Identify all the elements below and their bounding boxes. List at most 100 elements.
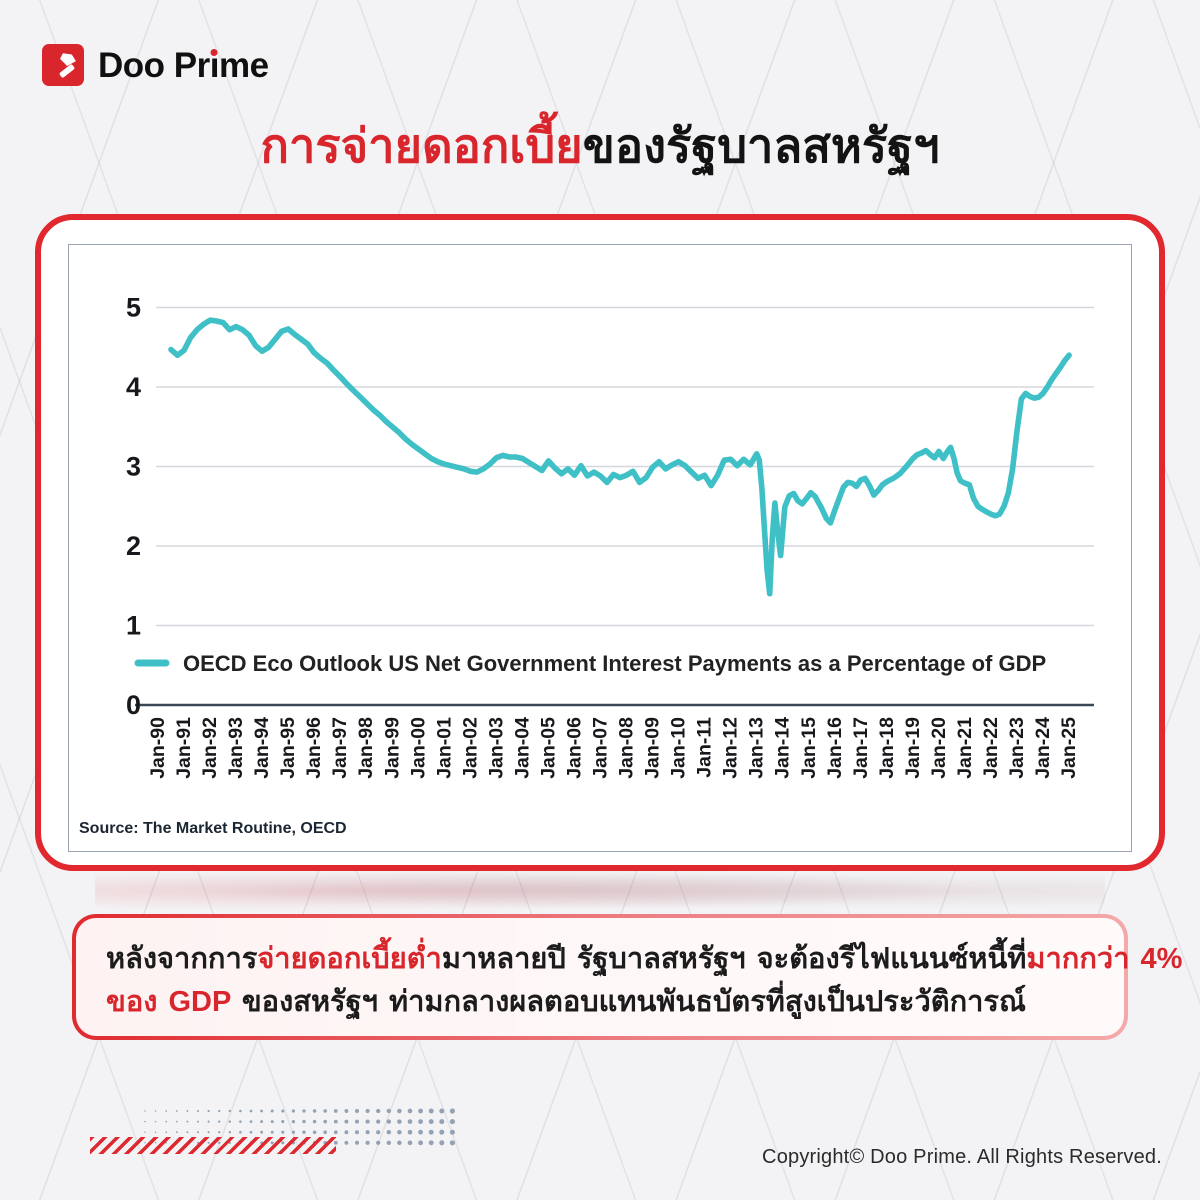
deco-dot [344,1140,349,1145]
x-tick-label: Jan-94 [251,717,273,779]
x-tick-label: Jan-93 [225,717,247,779]
deco-dot [376,1108,381,1114]
y-tick-label-4: 4 [126,372,141,402]
deco-dot [302,1119,306,1124]
x-tick-label: Jan-09 [642,717,664,779]
deco-dot [291,1109,296,1113]
deco-dot [165,1110,168,1112]
deco-dot [376,1119,381,1124]
deco-dot [376,1130,381,1135]
deco-dot [260,1130,264,1134]
x-tick-label: Jan-14 [772,717,794,779]
deco-dot [428,1108,434,1114]
deco-dot [175,1131,178,1134]
x-tick-label: Jan-23 [1006,717,1028,779]
x-tick-label: Jan-22 [980,717,1002,779]
chart-card: 0 1 2 3 4 5 Jan-90 Jan-91 Jan-92 Jan-93 Jan-94 Jan-… [35,214,1165,871]
deco-dot [439,1140,445,1146]
deco-dot [344,1130,349,1135]
deco-dot [397,1108,402,1114]
x-tick-label: Jan-13 [746,717,768,779]
deco-dot [407,1119,413,1124]
x-tick-label: Jan-95 [277,717,299,779]
page-title-black-part: ของรัฐบาลสหรัฐฯ [582,119,940,172]
deco-dot [249,1120,253,1123]
y-tick-label-5: 5 [126,293,141,323]
deco-dot [355,1109,359,1113]
x-tick-label: Jan-98 [355,717,377,779]
deco-dot [281,1109,285,1113]
x-tick-label: Jan-08 [616,717,638,779]
deco-dot [165,1120,168,1123]
x-tick-label: Jan-25 [1058,717,1080,779]
deco-dot [449,1108,455,1114]
deco-dot [397,1129,402,1135]
deco-dot [281,1130,285,1134]
deco-dot [397,1119,402,1124]
x-tick-label: Jan-16 [824,717,846,779]
deco-dot [439,1129,445,1135]
y-tick-label-3: 3 [126,452,141,482]
deco-dot [239,1120,242,1123]
deco-dot [270,1109,274,1113]
deco-dot [291,1130,296,1134]
chart-frame: 0 1 2 3 4 5 Jan-90 Jan-91 Jan-92 Jan-93 Jan-94 Jan-… [68,244,1132,852]
faded-background-graphic [95,868,1105,914]
deco-dot [239,1130,242,1134]
x-tick-label: Jan-17 [850,717,872,779]
page-title: การจ่ายดอกเบี้ยของรัฐบาลสหรัฐฯ [0,108,1200,183]
y-tick-label-1: 1 [126,611,141,641]
interest-payments-series-line [168,317,1072,597]
doo-prime-logo-icon [42,44,84,86]
deco-dot [207,1120,210,1123]
x-tick-label: Jan-02 [459,717,481,779]
deco-dot [228,1130,232,1134]
deco-dot [355,1130,359,1135]
x-tick-label: Jan-10 [668,717,690,779]
deco-dot [365,1140,370,1145]
deco-dot [249,1109,253,1113]
x-tick-label: Jan-15 [798,717,820,779]
deco-dot [186,1110,189,1112]
x-tick-label: Jan-19 [902,717,924,779]
deco-dot [302,1130,306,1134]
deco-dot [260,1120,264,1124]
x-tick-label: Jan-18 [876,717,898,779]
deco-dot [428,1129,434,1135]
deco-dot [428,1140,434,1146]
x-tick-label: Jan-05 [538,717,560,779]
deco-dot [355,1140,359,1145]
deco-dot [270,1130,274,1134]
deco-dot [407,1140,413,1146]
deco-dot [281,1120,285,1124]
deco-dot [228,1109,232,1113]
deco-dot [218,1131,221,1134]
x-tick-label: Jan-07 [590,717,612,779]
x-tick-label: Jan-00 [407,717,429,779]
x-tick-label: Jan-11 [694,717,716,778]
deco-dot [365,1119,370,1124]
deco-dot [323,1130,327,1134]
deco-dot [239,1109,242,1113]
deco-dot [154,1120,157,1123]
deco-dot [207,1109,210,1113]
x-tick-label: Jan-92 [199,717,221,779]
summary-line-1: หลังจากการจ่ายดอกเบี้ยต่ำมาหลายปี รัฐบาล… [106,938,1182,981]
deco-dot [154,1131,157,1133]
x-tick-label: Jan-12 [720,717,742,779]
deco-dot [196,1131,200,1134]
deco-dot [154,1110,157,1112]
deco-dot [333,1130,338,1135]
x-tick-label: Jan-03 [485,717,507,779]
deco-dot [196,1120,200,1123]
x-tick-label: Jan-06 [564,717,586,779]
deco-dot [386,1140,391,1145]
deco-dot [291,1119,296,1124]
x-tick-label: Jan-97 [329,717,351,779]
deco-dot [175,1110,178,1112]
deco-dot [323,1119,327,1124]
deco-dot [344,1109,349,1113]
deco-dot [386,1130,391,1135]
deco-dot [302,1109,306,1113]
